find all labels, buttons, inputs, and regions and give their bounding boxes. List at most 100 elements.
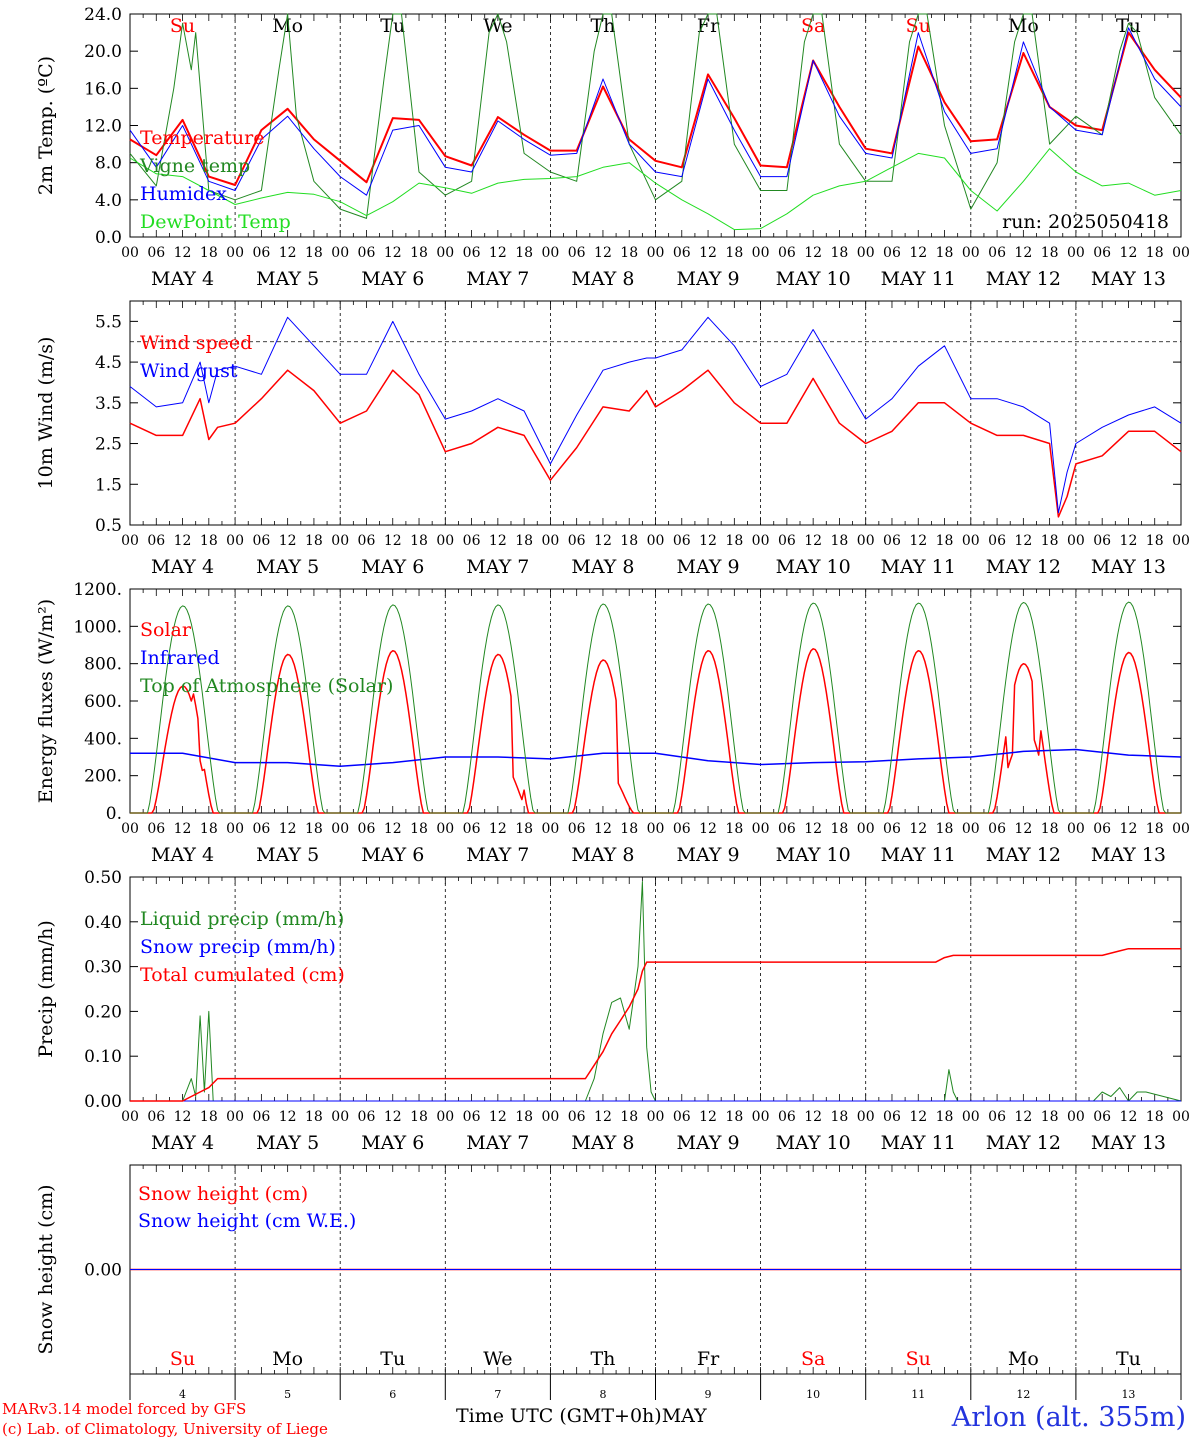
legend-entry: Snow height (cm W.E.) [138,1210,356,1232]
run-annotation: run: 2025050418 [1002,211,1169,233]
hour-tick-label: 00 [541,245,559,261]
hour-tick-label: 00 [226,245,244,261]
lab-credit: (c) Lab. of Climatology, University of L… [2,1420,328,1438]
hour-tick-label: 00 [647,533,665,549]
hour-tick-label: 00 [1067,1109,1085,1125]
hour-tick-label: 00 [331,245,349,261]
legend-entry: Wind gust [140,360,238,382]
hour-tick-label: 06 [673,533,691,549]
hour-tick-label: 06 [883,533,901,549]
hour-tick-label: 18 [725,533,743,549]
day-label: Sa [801,1348,825,1370]
y-tick-label: 0.00 [84,1092,122,1112]
legend-entry: DewPoint Temp [140,211,291,233]
date-label: MAY 12 [986,844,1061,866]
hour-tick-label: 18 [620,1109,638,1125]
hour-tick-label: 00 [436,1109,454,1125]
hour-tick-label: 18 [936,821,954,837]
legend-entry: Humidex [140,183,227,205]
day-label: Su [906,1348,931,1370]
y-tick-label: 1.5 [95,475,122,495]
hour-tick-label: 00 [436,821,454,837]
day-number-label: 8 [599,1388,606,1401]
date-label: MAY 7 [466,1132,529,1154]
hour-tick-label: 06 [358,1109,376,1125]
y-tick-label: 1000. [73,617,122,637]
hour-tick-label: 00 [121,821,139,837]
hour-tick-label: 00 [331,821,349,837]
hour-tick-label: 06 [778,821,796,837]
date-label: MAY 10 [776,844,851,866]
hour-tick-label: 12 [174,533,192,549]
hour-tick-label: 06 [252,245,270,261]
hour-tick-label: 12 [804,245,822,261]
date-label: MAY 8 [571,1132,634,1154]
y-tick-label: 0.10 [84,1047,122,1067]
hour-tick-label: 00 [226,1109,244,1125]
date-label: MAY 5 [256,1132,319,1154]
hour-tick-label: 00 [857,1109,875,1125]
hour-tick-label: 06 [147,245,165,261]
plot-frame [129,13,1182,238]
date-label: MAY 6 [361,1132,424,1154]
hour-tick-label: 12 [699,245,717,261]
day-number-label: 5 [284,1388,291,1401]
hour-tick-label: 00 [1172,245,1190,261]
date-label: MAY 6 [361,268,424,290]
hour-tick-label: 00 [226,533,244,549]
day-number-label: 6 [389,1388,396,1401]
day-label: Tu [380,15,405,37]
hour-tick-label: 00 [121,1109,139,1125]
hour-tick-label: 00 [1067,821,1085,837]
date-label: MAY 9 [677,556,740,578]
hour-tick-label: 06 [673,821,691,837]
hour-tick-label: 12 [1014,245,1032,261]
hour-tick-label: 12 [1120,821,1138,837]
hour-tick-label: 12 [909,821,927,837]
hour-tick-label: 12 [489,533,507,549]
hour-tick-label: 18 [305,1109,323,1125]
date-label: MAY 5 [256,844,319,866]
date-label: MAY 10 [776,268,851,290]
date-label: MAY 4 [151,556,214,578]
hour-tick-label: 06 [463,1109,481,1125]
date-label: MAY 6 [361,556,424,578]
day-label: Th [590,1348,615,1370]
hour-tick-label: 12 [909,1109,927,1125]
day-label: Sa [801,15,825,37]
series-line-dewpoint-temp [129,148,1182,231]
hour-tick-label: 00 [647,821,665,837]
y-tick-label: 24.0 [84,5,122,25]
legend-entry: Solar [140,619,192,641]
y-tick-label: 200. [84,767,122,787]
hour-tick-label: 18 [1041,1109,1059,1125]
hour-tick-label: 12 [1014,821,1032,837]
hour-tick-label: 12 [1014,533,1032,549]
hour-tick-label: 06 [463,245,481,261]
date-label: MAY 12 [986,1132,1061,1154]
hour-tick-label: 00 [1172,1109,1190,1125]
y-tick-label: 0.50 [84,868,122,888]
time-axis-label: Time UTC (GMT+0h)MAY [456,1405,707,1427]
day-number-label: 13 [1121,1388,1135,1401]
hour-tick-label: 06 [988,821,1006,837]
y-axis-label: Snow height (cm) [35,1184,57,1354]
hour-tick-label: 18 [620,821,638,837]
hour-tick-label: 12 [909,245,927,261]
date-label: MAY 11 [881,844,956,866]
y-tick-label: 8.0 [95,154,122,174]
hour-tick-label: 12 [804,533,822,549]
date-label: MAY 6 [361,844,424,866]
hour-tick-label: 18 [200,245,218,261]
day-label: We [483,15,512,37]
series-line-wind-gust [129,316,1182,514]
day-label: Mo [272,15,303,37]
day-number-label: 7 [494,1388,501,1401]
day-label: Su [170,1348,195,1370]
hour-tick-label: 06 [358,533,376,549]
day-label: Tu [1116,1348,1141,1370]
date-label: MAY 8 [571,268,634,290]
date-label: MAY 11 [881,268,956,290]
hour-tick-label: 06 [147,821,165,837]
day-number-label: 4 [179,1388,186,1401]
